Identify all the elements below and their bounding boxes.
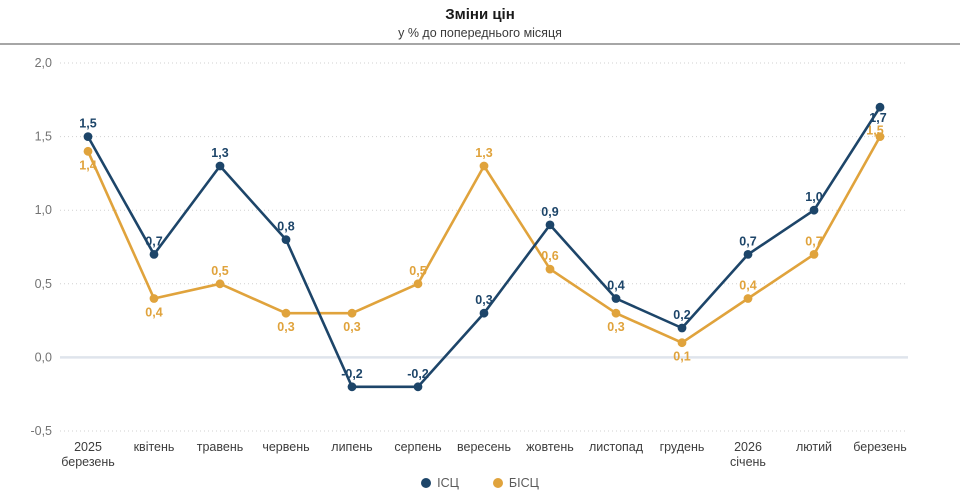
data-point xyxy=(479,161,489,171)
y-tick-label: 0,5 xyxy=(35,277,52,291)
data-label: 0,5 xyxy=(211,264,228,278)
data-label: 0,7 xyxy=(805,234,822,248)
data-point xyxy=(875,102,885,112)
x-tick-label: березень xyxy=(853,440,907,454)
data-point xyxy=(611,308,621,318)
x-tick-label: березень xyxy=(61,455,115,469)
x-tick-label: квітень xyxy=(134,440,175,454)
series-БІСЦ: 1,4 0,4 0,5 0,3 0,3 0,5 1,3 0,6 0,3 0,1 0,4 0,7 1,5 xyxy=(79,124,885,364)
data-point xyxy=(545,220,555,230)
data-point xyxy=(149,294,159,303)
legend-label-icc: ІСЦ xyxy=(437,476,459,490)
data-label: 0,3 xyxy=(343,320,360,334)
data-point xyxy=(413,382,423,392)
x-tick-label: 2026 xyxy=(734,440,762,454)
x-tick-label: жовтень xyxy=(526,440,574,454)
x-tick-label: листопад xyxy=(589,440,644,454)
data-label: 0,3 xyxy=(277,320,294,334)
chart-legend: ІСЦ БІСЦ xyxy=(0,470,960,496)
data-label: 0,6 xyxy=(541,249,558,263)
data-point xyxy=(347,308,357,318)
legend-item-bicc: БІСЦ xyxy=(492,476,539,490)
data-label: 0,4 xyxy=(145,306,162,320)
data-point xyxy=(809,205,819,215)
x-tick-label: грудень xyxy=(660,440,705,454)
data-point xyxy=(215,161,225,171)
data-label: 1,5 xyxy=(866,124,883,138)
legend-marker-icc-icon xyxy=(421,478,432,488)
data-point xyxy=(413,279,423,289)
data-label: 0,8 xyxy=(277,220,294,234)
data-label: 1,3 xyxy=(475,146,492,160)
legend-item-icc: ІСЦ xyxy=(421,476,459,490)
data-label: 0,3 xyxy=(475,293,492,307)
data-point xyxy=(83,146,93,156)
data-label: 1,5 xyxy=(79,117,96,131)
data-label: 1,3 xyxy=(211,146,228,160)
gridlines xyxy=(60,62,908,432)
x-tick-label: травень xyxy=(197,440,244,454)
chart-title: Зміни цін xyxy=(445,6,515,23)
data-point xyxy=(809,250,819,259)
data-point xyxy=(281,308,291,318)
data-point xyxy=(215,279,225,289)
x-tick-label: січень xyxy=(730,455,766,469)
y-tick-label: -0,5 xyxy=(30,424,52,438)
data-point xyxy=(545,264,555,274)
data-point xyxy=(83,132,93,141)
data-point xyxy=(479,308,489,318)
data-label: 0,7 xyxy=(739,234,756,248)
y-tick-label: 1,0 xyxy=(35,203,52,217)
x-tick-label: червень xyxy=(262,440,309,454)
data-label: 0,4 xyxy=(739,279,756,293)
data-point xyxy=(611,294,621,303)
data-label: 1,0 xyxy=(805,190,822,204)
x-tick-label: серпень xyxy=(394,440,441,454)
series-ІСЦ: 1,50,71,30,8-0,2 -0,20,30,90,40,20,71,01,… xyxy=(79,102,887,392)
data-label: 0,5 xyxy=(409,264,426,278)
legend-marker-bicc-icon xyxy=(492,478,503,488)
data-point xyxy=(281,235,291,245)
data-label: -0,2 xyxy=(407,367,429,381)
chart-header: Зміни цін у % до попереднього місяця xyxy=(0,0,960,45)
data-point xyxy=(677,323,687,333)
data-label: 0,1 xyxy=(673,350,690,364)
data-point xyxy=(743,250,753,259)
data-label: 0,4 xyxy=(607,279,624,293)
x-tick-label: лютий xyxy=(796,440,832,454)
legend-label-bicc: БІСЦ xyxy=(508,476,539,490)
y-axis-labels: 2,0 1,5 1,0 0,5 0,0 -0,5 xyxy=(30,56,52,438)
data-label: 0,2 xyxy=(673,308,690,322)
data-point xyxy=(875,132,885,141)
data-label: 1,7 xyxy=(869,111,886,125)
x-tick-label: вересень xyxy=(457,440,511,454)
data-point xyxy=(743,294,753,303)
data-label: -0,2 xyxy=(341,367,363,381)
y-tick-label: 0,0 xyxy=(35,350,52,364)
data-label: 0,7 xyxy=(145,234,162,248)
data-label: 0,3 xyxy=(607,320,624,334)
x-tick-label: 2025 xyxy=(74,440,102,454)
y-tick-label: 1,5 xyxy=(35,130,52,144)
data-point xyxy=(677,338,687,348)
x-tick-label: липень xyxy=(331,440,372,454)
data-point xyxy=(149,250,159,259)
data-label: 1,4 xyxy=(79,158,96,172)
data-point xyxy=(347,382,357,392)
y-tick-label: 2,0 xyxy=(35,56,52,70)
data-label: 0,9 xyxy=(541,205,558,219)
chart-subtitle: у % до попереднього місяця xyxy=(398,26,562,40)
